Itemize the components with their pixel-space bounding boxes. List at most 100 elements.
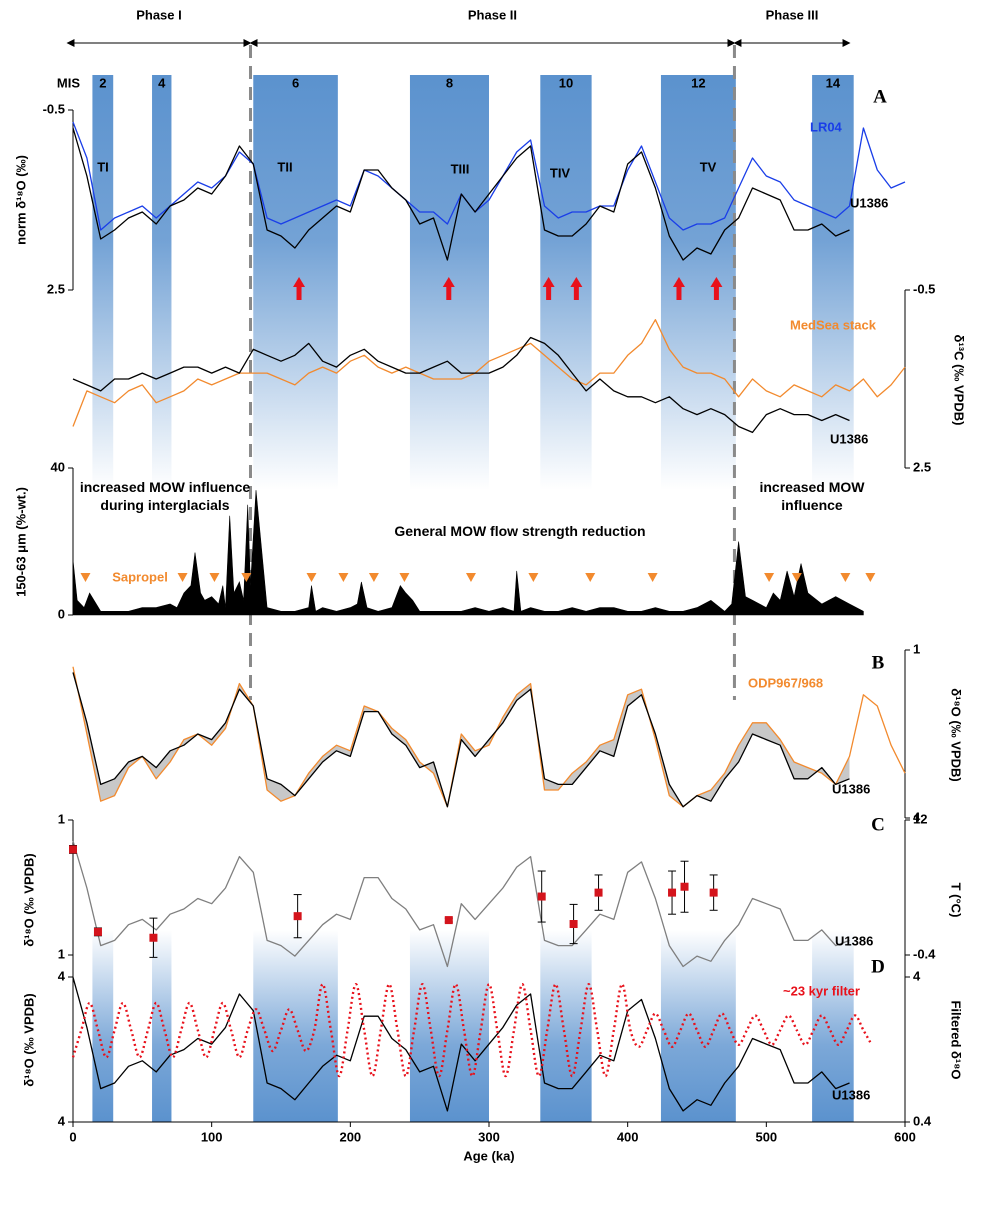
- sapropel-marker: [528, 573, 539, 582]
- temperature-point: [680, 882, 689, 891]
- sapropel-marker: [840, 573, 851, 582]
- phase-label: Phase III: [766, 7, 819, 22]
- x-tick-label: 400: [617, 1129, 639, 1144]
- series-line: [72, 127, 850, 261]
- series-line: [72, 840, 850, 968]
- temperature-point: [537, 892, 546, 901]
- series-label: U1386: [850, 195, 888, 210]
- mis-band: [409, 930, 489, 1122]
- temperature-point: [709, 888, 718, 897]
- y2-tick-label: 1: [913, 641, 920, 656]
- series-line: [72, 121, 906, 231]
- mis-bands: [92, 75, 854, 1122]
- sand-area: [72, 490, 864, 616]
- series-label: ~23 kyr filter: [783, 983, 860, 998]
- sapropel-marker: [80, 573, 91, 582]
- sapropel-marker: [865, 573, 876, 582]
- series-line: [72, 672, 850, 808]
- series-label: LR04: [810, 119, 843, 134]
- mis-title: MIS: [57, 75, 80, 90]
- series-label: U1386: [835, 933, 873, 948]
- panel-letter: B: [872, 652, 885, 673]
- y-axis-label: 150-63 μm (%-wt.): [13, 487, 28, 597]
- annotation: increased MOW influence: [759, 479, 865, 513]
- y-axis-label: δ¹⁸O (‰ VPDB): [21, 993, 36, 1086]
- series-line: [72, 319, 906, 427]
- mis-band: [152, 75, 172, 490]
- series-line: [71, 983, 873, 1078]
- mis-band: [660, 75, 736, 490]
- mis-band: [92, 930, 114, 1122]
- mis-label: 14: [826, 75, 841, 90]
- temperature-point: [594, 888, 603, 897]
- sapropel-marker: [209, 573, 220, 582]
- panel-letter: A: [873, 86, 887, 107]
- x-tick-label: 600: [894, 1129, 916, 1144]
- temperature-point: [668, 888, 677, 897]
- y-tick-label: 40: [51, 459, 65, 474]
- sapropel-marker: [465, 573, 476, 582]
- mis-label: 4: [158, 75, 166, 90]
- mis-label: 10: [559, 75, 573, 90]
- y2-tick-label: -0.5: [913, 281, 935, 296]
- temperature-point: [569, 920, 578, 929]
- temperature-point: [444, 916, 453, 925]
- series-label: MedSea stack: [790, 317, 877, 332]
- y-tick-label: -0.5: [43, 101, 65, 116]
- sapropel-marker: [338, 573, 349, 582]
- y2-tick-label: 4: [913, 968, 921, 983]
- event-arrow: [710, 277, 723, 300]
- temperature-point: [149, 933, 158, 942]
- y-tick-label: 4: [58, 968, 66, 983]
- y-tick-label: 1: [58, 811, 65, 826]
- y-tick-label: 2.5: [47, 281, 65, 296]
- termination-label: TIV: [550, 165, 571, 180]
- sapropel-marker: [177, 573, 188, 582]
- series-label: U1386: [832, 1087, 870, 1102]
- mis-band: [152, 930, 172, 1122]
- temperature-point: [69, 845, 77, 854]
- sapropel-label: Sapropel: [112, 569, 168, 584]
- event-arrow: [542, 277, 555, 300]
- panel-letter: C: [871, 814, 885, 835]
- y2-tick-label: 4: [913, 809, 921, 824]
- mis-label: 12: [691, 75, 705, 90]
- y2-axis-label: T (°C): [949, 883, 964, 918]
- mis-band: [812, 75, 854, 490]
- temperature-point: [93, 927, 102, 936]
- annotation: increased MOW influence during interglac…: [79, 479, 251, 513]
- termination-label: TV: [700, 159, 717, 174]
- panel-letter: D: [871, 956, 885, 977]
- annotation: General MOW flow strength reduction: [394, 523, 646, 539]
- mis-band: [540, 930, 592, 1122]
- event-arrow: [293, 277, 306, 300]
- sapropel-marker: [368, 573, 379, 582]
- sapropel-marker: [399, 573, 410, 582]
- sapropel-marker: [306, 573, 317, 582]
- y2-tick-label: 0.4: [913, 1113, 932, 1128]
- series-label: U1386: [830, 431, 868, 446]
- mis-label: 6: [292, 75, 299, 90]
- sapropel-marker: [764, 573, 775, 582]
- event-arrow: [442, 277, 455, 300]
- mis-band: [660, 930, 736, 1122]
- mis-band: [92, 75, 114, 490]
- y2-axis-label: δ¹³C (‰ VPDB): [952, 335, 967, 426]
- x-tick-label: 100: [201, 1129, 223, 1144]
- mis-band: [253, 930, 338, 1122]
- sapropel-marker: [791, 573, 802, 582]
- y2-tick-label: -0.4: [913, 946, 936, 961]
- y2-axis-label: Filtered δ¹⁸O: [949, 1000, 964, 1079]
- event-arrow: [570, 277, 583, 300]
- sapropel-marker: [241, 573, 252, 582]
- y2-tick-label: 12: [913, 811, 927, 826]
- mis-label: 8: [446, 75, 453, 90]
- phase-label: Phase II: [468, 7, 517, 22]
- termination-label: TII: [277, 159, 292, 174]
- x-tick-label: 500: [755, 1129, 777, 1144]
- y2-axis-label: δ¹⁸O (‰ VPDB): [949, 688, 964, 781]
- y-tick-label: 1: [58, 946, 65, 961]
